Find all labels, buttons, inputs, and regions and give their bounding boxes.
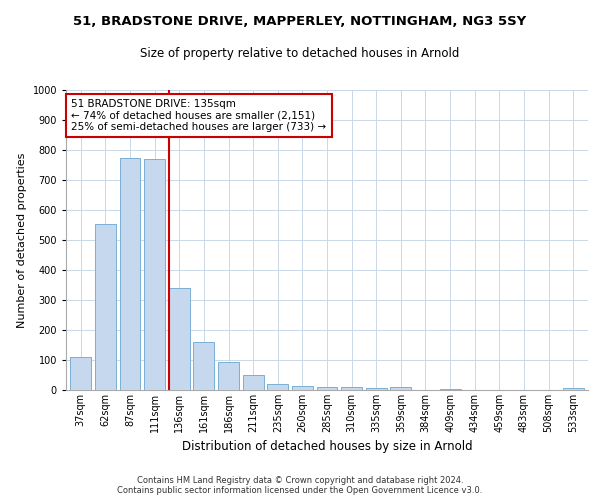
Bar: [267, 384, 288, 390]
Bar: [144, 159, 165, 390]
Bar: [292, 386, 313, 390]
Bar: [242, 375, 263, 390]
Text: Contains HM Land Registry data © Crown copyright and database right 2024.
Contai: Contains HM Land Registry data © Crown c…: [118, 476, 482, 495]
Bar: [70, 357, 91, 390]
Text: 51, BRADSTONE DRIVE, MAPPERLEY, NOTTINGHAM, NG3 5SY: 51, BRADSTONE DRIVE, MAPPERLEY, NOTTINGH…: [73, 15, 527, 28]
X-axis label: Distribution of detached houses by size in Arnold: Distribution of detached houses by size …: [182, 440, 472, 454]
Bar: [95, 224, 116, 390]
Bar: [440, 388, 461, 390]
Text: Size of property relative to detached houses in Arnold: Size of property relative to detached ho…: [140, 48, 460, 60]
Bar: [341, 387, 362, 390]
Y-axis label: Number of detached properties: Number of detached properties: [17, 152, 27, 328]
Bar: [119, 158, 140, 390]
Text: 51 BRADSTONE DRIVE: 135sqm
← 74% of detached houses are smaller (2,151)
25% of s: 51 BRADSTONE DRIVE: 135sqm ← 74% of deta…: [71, 99, 326, 132]
Bar: [317, 387, 337, 390]
Bar: [391, 387, 412, 390]
Bar: [169, 288, 190, 390]
Bar: [193, 342, 214, 390]
Bar: [563, 388, 584, 390]
Bar: [218, 362, 239, 390]
Bar: [366, 388, 387, 390]
